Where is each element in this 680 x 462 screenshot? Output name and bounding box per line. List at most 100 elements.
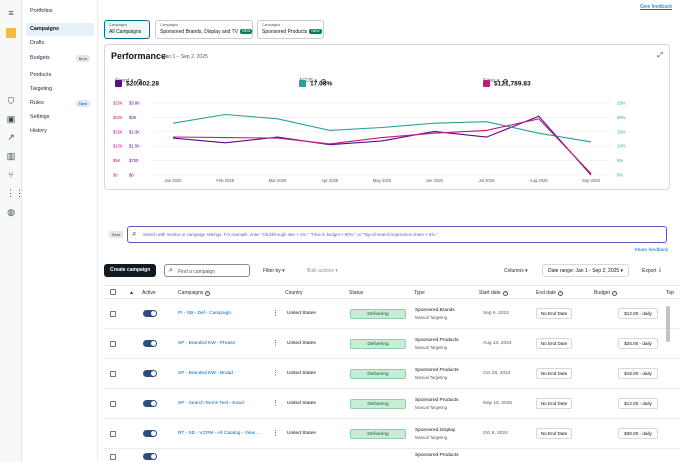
- menu-icon[interactable]: ≡: [8, 8, 14, 18]
- sidebar-item-campaigns[interactable]: Campaigns: [26, 23, 94, 36]
- info-icon[interactable]: i: [503, 79, 509, 84]
- active-toggle[interactable]: [143, 400, 157, 407]
- shield-icon[interactable]: ⛉: [7, 96, 15, 106]
- sidebar-item-budgets[interactable]: Budgets Beta: [26, 52, 94, 65]
- more-options-icon[interactable]: ⋮: [272, 340, 279, 347]
- campaign-name-link[interactable]: SP - Search Terms Test - Exact: [178, 401, 245, 406]
- give-feedback-link[interactable]: Give feedback: [640, 4, 672, 10]
- active-toggle[interactable]: [143, 310, 157, 317]
- info-icon: i: [502, 291, 508, 296]
- tab-all-campaigns[interactable]: Campaigns All Campaigns: [104, 20, 150, 39]
- more-options-icon[interactable]: ⋮: [272, 430, 279, 437]
- table-row[interactable]: SP - Branded KW - Phrase ⋮ United States…: [104, 330, 680, 359]
- row-checkbox[interactable]: [110, 311, 116, 317]
- search-icon: ⌕: [169, 267, 173, 274]
- campaign-toolbar: Create campaign ⌕ Find a campaign Filter…: [104, 264, 670, 278]
- col-end-date[interactable]: End date i: [536, 290, 564, 296]
- expand-icon[interactable]: ⤢: [657, 52, 663, 59]
- row-checkbox[interactable]: [110, 371, 116, 377]
- x-tick-label: Apr 2025: [321, 178, 339, 183]
- col-campaigns[interactable]: Campaigns i: [178, 290, 211, 296]
- col-status[interactable]: Status: [349, 290, 364, 296]
- active-toggle[interactable]: [143, 430, 157, 437]
- col-top[interactable]: Top: [666, 290, 675, 296]
- row-checkbox[interactable]: [110, 454, 116, 460]
- tab-caption: Campaigns: [262, 23, 281, 27]
- end-date-field[interactable]: No End Date: [536, 338, 572, 349]
- bulk-actions-dropdown[interactable]: Bulk actions ▾: [307, 268, 338, 274]
- start-date-cell: Oct 28, 2024: [483, 371, 511, 376]
- col-budget[interactable]: Budget i: [594, 290, 617, 296]
- y-tick-label-inner: $3K: [129, 115, 137, 120]
- col-country[interactable]: Country: [285, 290, 303, 296]
- filter-by-dropdown[interactable]: Filter by ▾: [263, 268, 285, 274]
- columns-dropdown[interactable]: Columns ▾: [504, 268, 528, 274]
- table-row[interactable]: SP - Search Terms Test - Exact ⋮ United …: [104, 390, 680, 419]
- sidebar-item-rules[interactable]: Rules New: [26, 97, 94, 110]
- end-date-field[interactable]: No End Date: [536, 368, 572, 379]
- metric-sales[interactable]: Sales ▾i $121,789.83: [483, 69, 531, 87]
- end-date-field[interactable]: No End Date: [536, 428, 572, 439]
- active-toggle[interactable]: [143, 370, 157, 377]
- more-options-icon[interactable]: ⋮: [272, 370, 279, 377]
- budget-field[interactable]: $12.00 - daily: [618, 398, 658, 409]
- col-start-date[interactable]: Start date i: [479, 290, 508, 296]
- info-icon[interactable]: i: [321, 79, 327, 84]
- tab-sponsored-products[interactable]: Campaigns Sponsored Products NEW: [257, 20, 324, 39]
- image-icon[interactable]: ▣: [6, 114, 16, 124]
- active-toggle[interactable]: [143, 453, 157, 460]
- sidebar-item-targeting[interactable]: Targeting: [30, 86, 53, 92]
- start-date-cell: May 15, 2025: [483, 401, 513, 406]
- table-scrollbar[interactable]: [666, 306, 670, 342]
- metric-acos[interactable]: ACOS ▾ i 17.08%: [299, 78, 333, 88]
- tab-sponsored-brands-display-tv[interactable]: Campaigns Sponsored Brands, Display and …: [155, 20, 253, 39]
- col-type[interactable]: Type: [414, 290, 425, 296]
- campaign-manager-icon[interactable]: [6, 28, 16, 38]
- grid-icon[interactable]: ⋮⋮: [6, 188, 24, 198]
- select-all-checkbox[interactable]: [110, 289, 116, 295]
- more-options-icon[interactable]: ⋮: [272, 310, 279, 317]
- row-checkbox[interactable]: [110, 341, 116, 347]
- budget-field[interactable]: $25.00 - daily: [618, 338, 658, 349]
- share-feedback-link[interactable]: Share feedback: [634, 248, 668, 253]
- sidebar-nav: Portfolios Campaigns Drafts Budgets Beta …: [22, 0, 98, 462]
- more-options-icon[interactable]: ⋮: [272, 400, 279, 407]
- col-active[interactable]: Active: [142, 290, 156, 296]
- y-tick-label-outer: $20K: [113, 115, 123, 120]
- type-cell: Sponsored Products: [415, 398, 459, 403]
- active-toggle[interactable]: [143, 340, 157, 347]
- table-row[interactable]: Sponsored Products: [104, 450, 680, 462]
- date-range-picker[interactable]: Date range: Jan 1 - Sep 2, 2025 ▾: [542, 264, 630, 277]
- sidebar-item-portfolios[interactable]: Portfolios: [30, 8, 53, 14]
- sidebar-item-drafts[interactable]: Drafts: [30, 40, 45, 46]
- info-icon[interactable]: i: [137, 79, 143, 84]
- sidebar-item-history[interactable]: History: [30, 128, 47, 134]
- country-cell: United States: [287, 431, 316, 436]
- metric-spend[interactable]: Spend ▾ i $20,602.28: [115, 78, 160, 88]
- table-row[interactable]: SP - Branded KW - Broad ⋮ United States …: [104, 360, 680, 389]
- branch-icon[interactable]: ⑂: [8, 170, 14, 180]
- table-row[interactable]: PI - SB - Def - Campaign ⋮ United States…: [104, 300, 680, 329]
- export-button[interactable]: Export ⇩: [642, 268, 663, 274]
- budget-field[interactable]: $18.00 - daily: [618, 368, 658, 379]
- end-date-field[interactable]: No End Date: [536, 308, 572, 319]
- campaign-name-link[interactable]: SP - Branded KW - Phrase: [178, 341, 236, 346]
- find-campaign-input[interactable]: ⌕ Find a campaign: [164, 264, 250, 277]
- table-row[interactable]: RT - SD - VCPM - All Catalog - View ... …: [104, 420, 680, 449]
- campaign-name-link[interactable]: SP - Branded KW - Broad: [178, 371, 233, 376]
- end-date-field[interactable]: No End Date: [536, 398, 572, 409]
- campaign-name-link[interactable]: PI - SB - Def - Campaign: [178, 311, 232, 316]
- budget-field[interactable]: $12.00 - daily: [618, 308, 658, 319]
- trend-icon[interactable]: ↗: [7, 132, 15, 142]
- create-campaign-button[interactable]: Create campaign: [104, 264, 157, 277]
- metric-search-input[interactable]: ⌕ Search with metrics or campaign settin…: [127, 226, 667, 243]
- globe-icon[interactable]: ◍: [7, 207, 15, 217]
- start-date-cell: Oct 8, 2024: [483, 431, 508, 436]
- row-checkbox[interactable]: [110, 401, 116, 407]
- campaign-name-link[interactable]: RT - SD - VCPM - All Catalog - View ...: [178, 431, 261, 436]
- budget-field[interactable]: $30.00 - daily: [618, 428, 658, 439]
- sidebar-item-settings[interactable]: Settings: [30, 114, 50, 120]
- row-checkbox[interactable]: [110, 431, 116, 437]
- sidebar-item-products[interactable]: Products: [30, 72, 52, 78]
- bar-chart-icon[interactable]: ▥: [6, 151, 16, 161]
